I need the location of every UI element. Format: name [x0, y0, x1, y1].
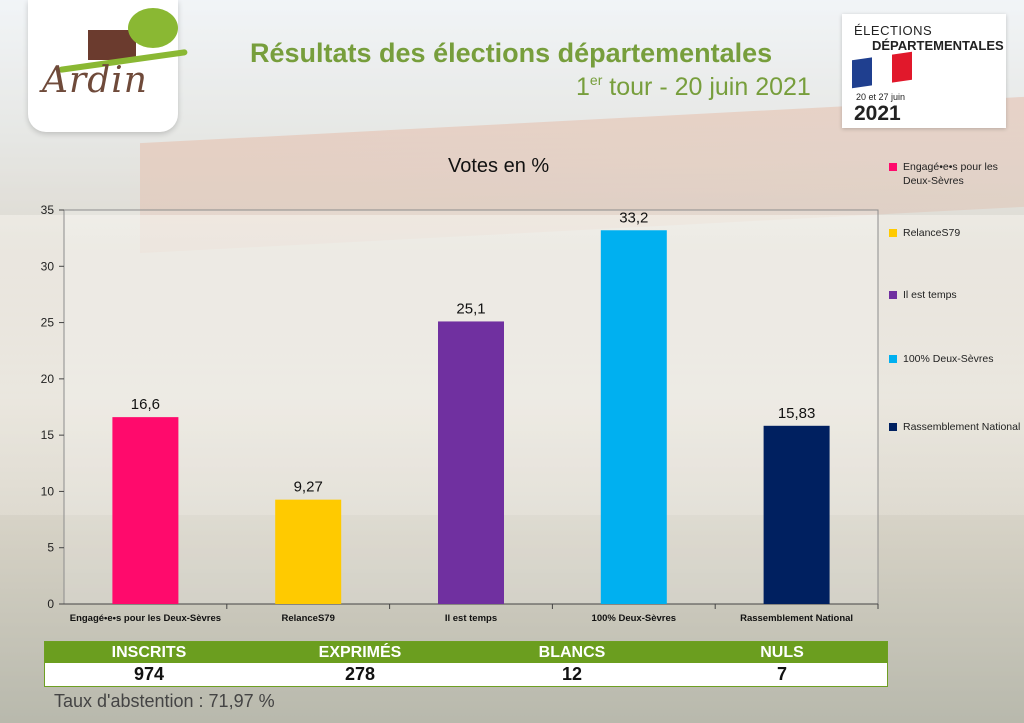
- badge-dates: 20 et 27 juin: [856, 92, 906, 102]
- value-exprimes: 278: [344, 664, 376, 684]
- legend-label-3: 100% Deux-Sèvres: [903, 353, 994, 365]
- x-tick-label-1: RelanceS79: [282, 613, 335, 624]
- abstention-label: Taux d'abstention :: [54, 691, 209, 711]
- x-tick-label-0: Engagé•e•s pour les Deux-Sèvres: [70, 613, 221, 624]
- stats-header-row: INSCRITS EXPRIMÉS BLANCS NULS: [45, 642, 887, 663]
- logo-tree-icon: [128, 8, 178, 48]
- header-exprimes: EXPRIMÉS: [318, 643, 402, 661]
- badge-year: 2021: [854, 102, 901, 125]
- legend-swatch-4: [889, 423, 897, 431]
- legend-item-2: Il est temps: [886, 288, 1021, 302]
- legend-swatch-1: [889, 229, 897, 237]
- header-nuls: NULS: [760, 643, 804, 661]
- value-blancs: 12: [561, 664, 583, 684]
- legend-label-4: Rassemblement National: [903, 421, 1021, 433]
- y-tick-label: 25: [41, 316, 55, 330]
- abstention-rate: Taux d'abstention : 71,97 %: [54, 691, 275, 712]
- y-tick-label: 35: [41, 203, 55, 217]
- legend-item-3: 100% Deux-Sèvres: [886, 352, 1021, 366]
- legend-label-0: Engagé•e•s pour les Deux-Sèvres: [903, 161, 998, 187]
- y-tick-label: 0: [47, 597, 54, 611]
- header-blancs: BLANCS: [538, 643, 606, 661]
- legend-swatch-2: [889, 291, 897, 299]
- french-flag-icon: [852, 51, 912, 89]
- y-tick-label: 5: [47, 541, 54, 555]
- badge-line2: DÉPARTEMENTALES: [872, 38, 1004, 53]
- bar-chart: 0 5 10 15 20 25 30 35 16,6 Engagé•e•s pour les De…: [41, 203, 879, 624]
- elections-badge: ÉLECTIONS DÉPARTEMENTALES 20 et 27 juin …: [842, 14, 1006, 128]
- legend-item-0: Engagé•e•s pour les Deux-Sèvres: [886, 160, 1021, 188]
- data-label-3: 33,2: [619, 209, 648, 226]
- data-label-4: 15,83: [778, 405, 816, 422]
- ardin-logo: Ardin: [28, 0, 188, 132]
- legend-item-4: Rassemblement National: [886, 420, 1021, 434]
- x-tick-label-2: Il est temps: [445, 613, 497, 624]
- y-tick-label: 30: [41, 259, 55, 273]
- legend-item-1: RelanceS79: [886, 226, 1021, 240]
- logo-text: Ardin: [42, 60, 148, 101]
- page-title: Résultats des élections départementales: [250, 38, 773, 68]
- legend-label-2: Il est temps: [903, 289, 957, 301]
- chart-title: Votes en %: [448, 155, 550, 177]
- stats-value-row: 974 278 12 7: [45, 663, 887, 686]
- bar-2: [438, 321, 504, 604]
- bar-3: [600, 230, 667, 604]
- legend-swatch-3: [889, 355, 897, 363]
- stats-table: INSCRITS EXPRIMÉS BLANCS NULS 974 278 12…: [44, 641, 888, 687]
- abstention-value: 71,97 %: [208, 691, 275, 711]
- value-nuls: 7: [776, 664, 787, 684]
- x-tick-label-3: 100% Deux-Sèvres: [592, 613, 677, 624]
- x-tick-label-4: Rassemblement National: [740, 613, 853, 624]
- value-inscrits: 974: [133, 664, 165, 684]
- logo-house-icon: [88, 30, 136, 60]
- data-label-2: 25,1: [456, 300, 485, 317]
- legend-label-1: RelanceS79: [903, 227, 961, 239]
- y-tick-label: 20: [41, 372, 55, 386]
- badge-line1: ÉLECTIONS: [854, 23, 933, 38]
- bar-1: [275, 499, 342, 604]
- y-tick-label: 10: [41, 484, 55, 498]
- bar-4: [763, 425, 830, 604]
- bar-0: [112, 417, 179, 604]
- legend-swatch-0: [889, 163, 897, 171]
- y-tick-label: 15: [41, 428, 55, 442]
- page-subtitle: 1er tour - 20 juin 2021: [576, 72, 811, 101]
- data-label-1: 9,27: [294, 479, 323, 496]
- data-label-0: 16,6: [131, 396, 160, 413]
- header-inscrits: INSCRITS: [111, 643, 187, 661]
